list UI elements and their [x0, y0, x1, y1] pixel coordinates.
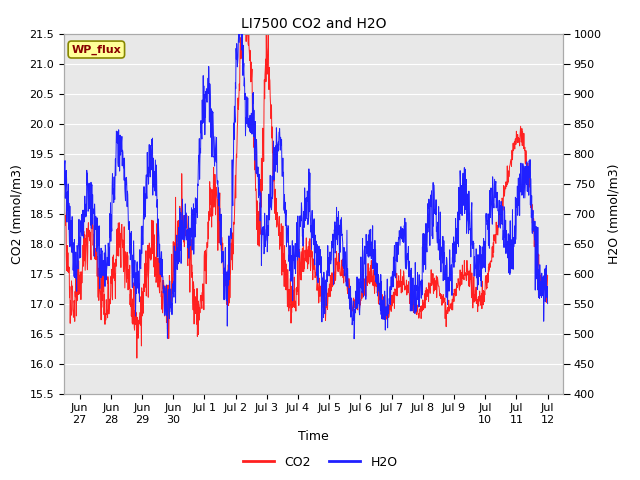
Title: LI7500 CO2 and H2O: LI7500 CO2 and H2O [241, 17, 387, 31]
Y-axis label: CO2 (mmol/m3): CO2 (mmol/m3) [11, 164, 24, 264]
X-axis label: Time: Time [298, 431, 329, 444]
Text: WP_flux: WP_flux [72, 44, 121, 55]
Legend: CO2, H2O: CO2, H2O [237, 451, 403, 474]
Y-axis label: H2O (mmol/m3): H2O (mmol/m3) [607, 163, 620, 264]
